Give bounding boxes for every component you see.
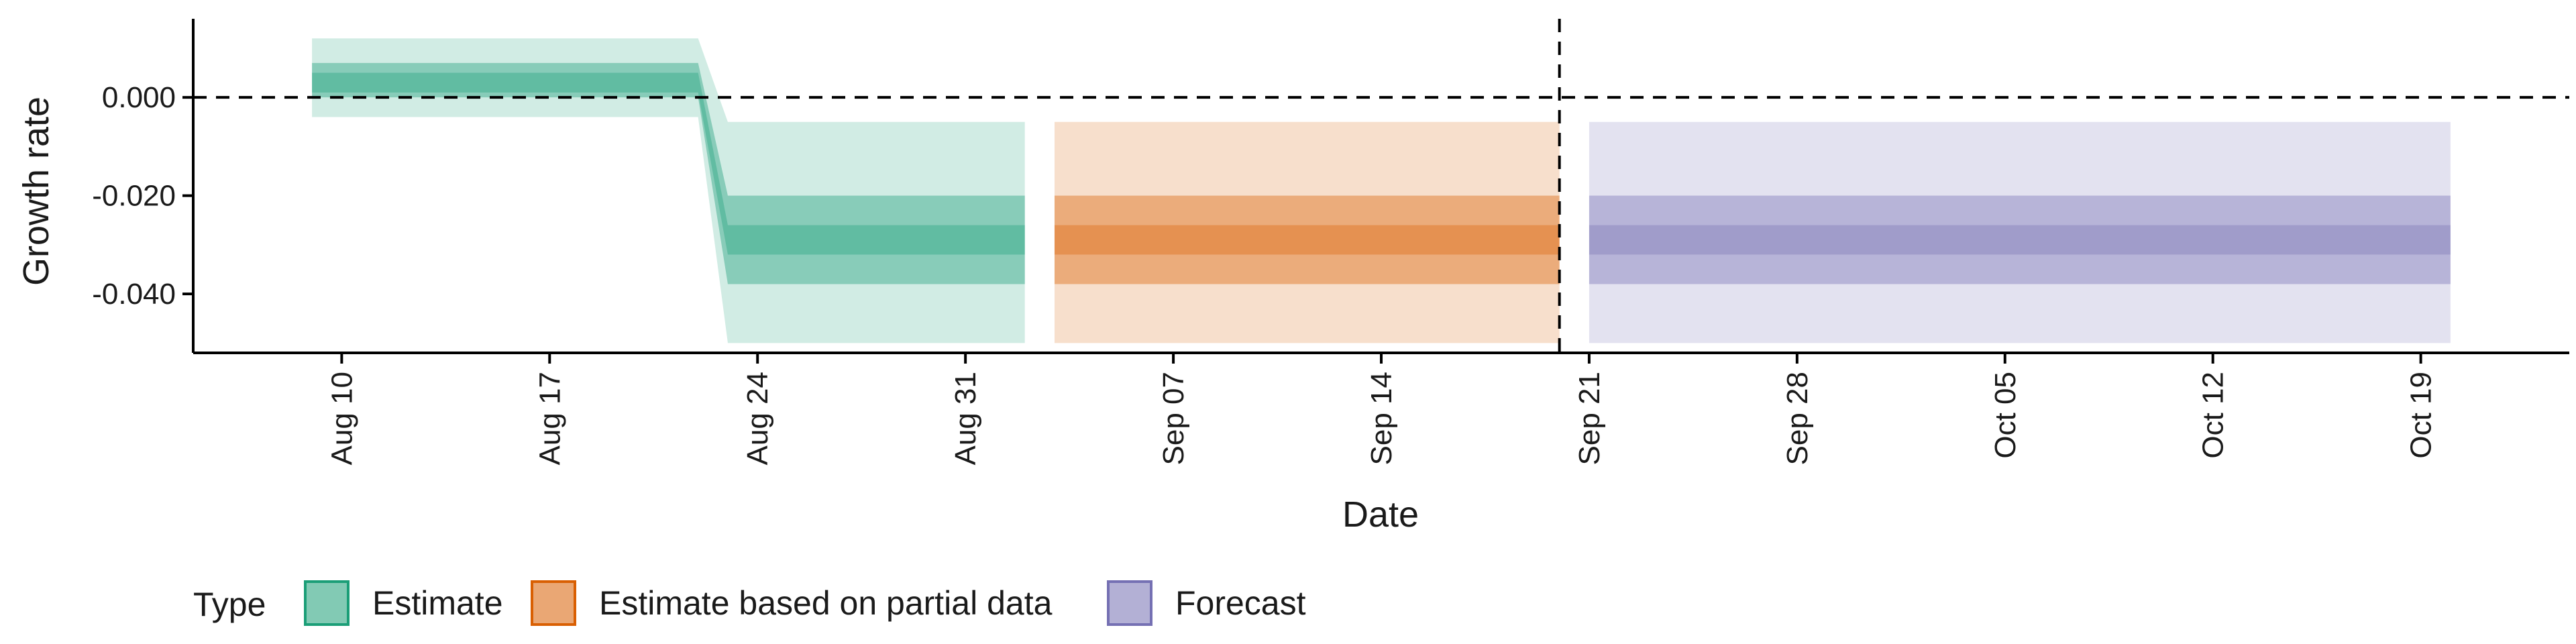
x-tick-label: Sep 14 <box>1365 372 1398 465</box>
legend-swatch <box>304 580 350 626</box>
band-90-series-2 <box>1589 121 2451 343</box>
legend-swatch <box>1107 580 1152 626</box>
series-1 <box>1054 121 1560 343</box>
legend-swatch <box>531 580 576 626</box>
x-tick-label: Aug 24 <box>741 372 774 465</box>
legend-title: Type <box>193 586 266 623</box>
legend-label: Estimate based on partial data <box>599 584 1053 622</box>
series-2 <box>1589 121 2451 343</box>
x-tick-label: Aug 10 <box>325 372 358 465</box>
y-tick-label: 0.000 <box>102 81 176 114</box>
legend-entry: Estimate <box>304 580 503 626</box>
legend: Type Estimate Estimate based on partial d… <box>193 580 1306 626</box>
x-tick-label: Sep 21 <box>1573 372 1606 465</box>
legend-entry: Forecast <box>1107 580 1306 626</box>
x-tick-label: Sep 28 <box>1781 372 1814 465</box>
x-tick-label: Sep 07 <box>1157 372 1190 465</box>
band-50-series-2 <box>1589 195 2451 284</box>
ribbon-layer <box>312 38 2451 343</box>
y-axis-ticks: 0.000 -0.020 -0.040 <box>92 81 193 311</box>
y-tick-label: -0.040 <box>92 278 176 311</box>
series-0 <box>312 38 1025 343</box>
legend-label: Forecast <box>1175 584 1306 622</box>
band-90-series-0 <box>312 38 1025 343</box>
band-90-series-1 <box>1054 121 1560 343</box>
band-20-series-1 <box>1054 225 1560 255</box>
x-tick-label: Oct 19 <box>2405 372 2438 459</box>
band-20-series-0 <box>312 72 1025 255</box>
x-tick-label: Oct 05 <box>1989 372 2022 459</box>
legend-label: Estimate <box>372 584 503 622</box>
x-tick-label: Aug 31 <box>949 372 982 465</box>
band-50-series-1 <box>1054 195 1560 284</box>
legend-items: Estimate Estimate based on partial data Fo… <box>304 580 1306 626</box>
band-50-series-0 <box>312 62 1025 284</box>
reference-lines <box>193 19 2569 353</box>
band-20-series-2 <box>1589 225 2451 255</box>
y-axis-title: Growth rate <box>16 97 56 286</box>
x-axis-ticks: Aug 10 Aug 17 Aug 24 Aug 31 Sep 07 Sep 14 Sep … <box>325 353 2438 465</box>
legend-entry: Estimate based on partial data <box>531 580 1053 626</box>
y-tick-label: -0.020 <box>92 180 176 213</box>
x-axis-title: Date <box>1342 494 1419 535</box>
x-tick-label: Oct 12 <box>2197 372 2230 459</box>
x-tick-label: Aug 17 <box>533 372 566 465</box>
